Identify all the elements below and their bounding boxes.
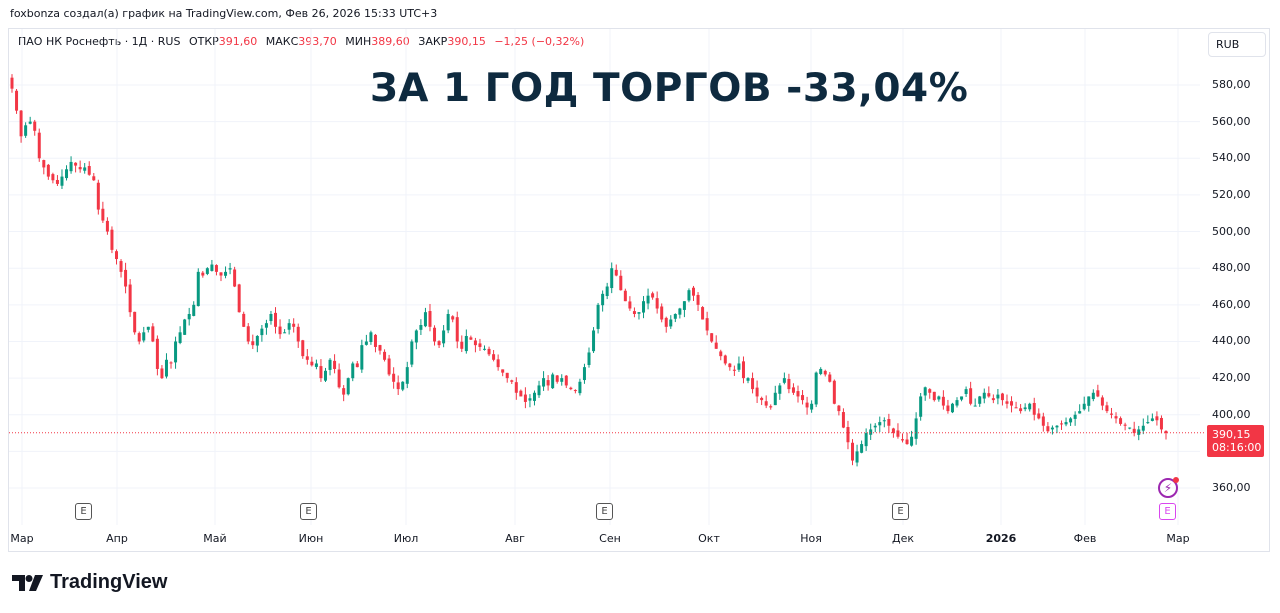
high-label: МАКС	[265, 35, 299, 48]
symbol-label[interactable]: ПАО НК Роснефть · 1Д · RUS	[18, 35, 181, 48]
price-axis-label: 460,00	[1212, 297, 1251, 311]
close-value: 390,15	[447, 35, 486, 48]
change-value: −1,25 (−0,32%)	[494, 35, 585, 48]
price-axis-label: 580,00	[1212, 78, 1251, 91]
price-axis-label: 440,00	[1212, 334, 1251, 348]
price-axis-label: 420,00	[1212, 371, 1251, 385]
time-axis-label: Сен	[599, 532, 621, 545]
tradingview-logo: TradingView	[12, 571, 167, 594]
time-axis-label: Авг	[505, 532, 525, 545]
last-price-tag: 390,15 08:16:00	[1207, 425, 1264, 457]
ohlc-legend: ПАО НК Роснефть · 1Д · RUS ОТКР391,60 МА…	[18, 35, 584, 48]
headline-annotation: ЗА 1 ГОД ТОРГОВ -33,04%	[370, 66, 969, 111]
time-axis-label: 2026	[985, 532, 1017, 545]
price-axis-label: 520,00	[1212, 187, 1251, 201]
bar-countdown: 08:16:00	[1212, 441, 1262, 454]
price-axis-label: 400,00	[1212, 407, 1251, 421]
logo-text: TradingView	[50, 571, 168, 593]
chart-frame	[8, 28, 1270, 552]
notification-dot-icon	[1173, 477, 1179, 483]
price-axis-label: 560,00	[1212, 114, 1251, 128]
earnings-icon[interactable]: E	[75, 503, 92, 520]
time-axis-label: Ноя	[800, 532, 822, 545]
price-axis-label: 360,00	[1212, 481, 1251, 495]
time-axis-label: Апр	[106, 532, 128, 545]
tradingview-logo-icon	[12, 574, 43, 591]
time-axis-label: Июл	[393, 532, 419, 545]
price-axis-label: 480,00	[1212, 261, 1251, 275]
time-axis-label: Мар	[10, 532, 34, 545]
close-label: ЗАКР	[418, 35, 448, 48]
open-label: ОТКР	[188, 35, 219, 48]
price-axis-label: 500,00	[1212, 224, 1251, 238]
last-price: 390,15	[1212, 428, 1251, 441]
earnings-icon[interactable]: E	[596, 503, 613, 520]
high-value: 393,70	[298, 35, 337, 48]
time-axis-label: Дек	[891, 532, 915, 545]
open-value: 391,60	[218, 35, 258, 48]
upcoming-earnings-icon[interactable]: E	[1159, 503, 1176, 520]
price-axis-label: 540,00	[1212, 151, 1251, 165]
time-axis-label: Фев	[1073, 532, 1097, 545]
low-label: МИН	[345, 35, 372, 48]
earnings-icon[interactable]: E	[892, 503, 909, 520]
time-axis-label: Июн	[298, 532, 324, 545]
currency-button[interactable]: RUB	[1208, 32, 1266, 57]
time-axis-label: Мар	[1166, 532, 1190, 545]
lightning-icon[interactable]: ⚡	[1158, 477, 1179, 498]
earnings-icon[interactable]: E	[300, 503, 317, 520]
low-value: 389,60	[371, 35, 410, 48]
chart-credit: foxbonza создал(а) график на TradingView…	[10, 7, 438, 20]
time-axis-label: Май	[203, 532, 227, 545]
time-axis-label: Окт	[698, 532, 720, 545]
